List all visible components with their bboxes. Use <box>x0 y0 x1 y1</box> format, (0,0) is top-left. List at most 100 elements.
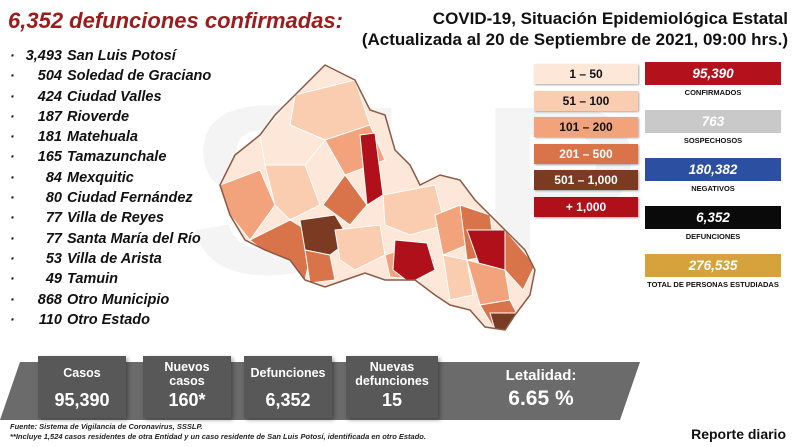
municipality-name: Mexquitic <box>67 169 134 186</box>
death-row: · 868 Otro Municipio <box>10 291 240 312</box>
defunciones-label: Defunciones <box>250 366 326 380</box>
legend-item: 501 – 1,000 <box>534 170 638 190</box>
stat-value: 6,352 <box>645 206 781 229</box>
municipality-name: Tamazunchale <box>67 149 167 166</box>
municipality-name: Tamuin <box>67 271 119 288</box>
nuevas-defunciones-label: Nuevas defunciones <box>355 360 429 388</box>
bullet-icon: · <box>10 67 15 84</box>
nuevas-defunciones-value: 15 <box>381 390 403 410</box>
death-row: · 424 Ciudad Valles <box>10 87 240 109</box>
bullet-icon: · <box>10 128 15 145</box>
stat-value: 276,535 <box>645 254 781 277</box>
report-type-label: Reporte diario <box>691 426 786 442</box>
stat-label: SOSPECHOSOS <box>683 136 743 145</box>
municipality-name: Otro Municipio <box>67 291 170 308</box>
casos-label: Casos <box>63 366 101 380</box>
bullet-icon: · <box>10 249 15 266</box>
headline: 6,352 defunciones confirmadas: <box>8 8 343 33</box>
death-row: · 187 Rioverde <box>10 107 240 129</box>
death-count: 77 <box>45 210 62 227</box>
death-row: · 77 Santa María del Río <box>10 229 240 251</box>
legend-item: 51 – 100 <box>534 90 638 111</box>
stat-item: 95,390 CONFIRMADOS <box>645 62 781 110</box>
death-count: 187 <box>37 108 62 125</box>
letalidad-label: Letalidad: <box>505 367 577 384</box>
defunciones-value: 6,352 <box>265 390 311 410</box>
stat-label: DEFUNCIONES <box>685 232 741 241</box>
bullet-icon: · <box>10 229 15 246</box>
bullet-icon: · <box>10 107 15 124</box>
municipality-name: Santa María del Río <box>67 230 201 247</box>
death-row: · 77 Villa de Reyes <box>10 209 240 230</box>
deaths-list: · 3,493 San Luis Potosí · 504 Soledad de Grac… <box>10 47 240 332</box>
legend-item: + 1,000 <box>534 196 638 217</box>
municipality-name: Soledad de Graciano <box>67 68 212 85</box>
casos-value: 95,390 <box>54 390 110 410</box>
death-count: 424 <box>37 88 62 105</box>
death-count: 3,493 <box>25 48 62 64</box>
stat-item: 6,352 DEFUNCIONES <box>645 206 781 254</box>
nuevos-casos-value: 160* <box>168 390 206 410</box>
municipality-name: Ciudad Fernández <box>67 190 193 207</box>
stat-item: 276,535 TOTAL DE PERSONAS ESTUDIADAS <box>645 254 781 302</box>
casos-card: Casos 95,390 <box>38 356 126 418</box>
death-row: · 504 Soledad de Graciano <box>10 67 240 88</box>
stat-value: 180,382 <box>645 158 781 181</box>
death-row: · 53 Villa de Arista <box>10 249 240 271</box>
bullet-icon: · <box>10 310 15 327</box>
bullet-icon: · <box>10 168 15 185</box>
stat-label: CONFIRMADOS <box>684 88 742 97</box>
nuevos-casos-label: Nuevos casos <box>164 360 210 388</box>
bullet-icon: · <box>10 209 15 226</box>
footnotes: Fuente: Sistema de Vigilancia de Coronav… <box>10 422 426 442</box>
stat-label: TOTAL DE PERSONAS ESTUDIADAS <box>647 280 779 289</box>
bullet-icon: · <box>10 87 15 104</box>
death-count: 181 <box>37 129 62 146</box>
report-title: COVID-19, Situación Epidemiológica Estat… <box>362 8 788 50</box>
stat-label: NEGATIVOS <box>691 184 735 193</box>
death-row: · 84 Mexquitic <box>10 168 240 190</box>
bullet-icon: · <box>10 148 15 165</box>
death-row: · 165 Tamazunchale <box>10 148 240 169</box>
municipality-name: Ciudad Valles <box>67 88 162 105</box>
death-row: · 49 Tamuin <box>10 270 240 291</box>
stat-item: 763 SOSPECHOSOS <box>645 110 781 158</box>
bullet-icon: · <box>10 270 15 287</box>
residence-note: **Incluye 1,524 casos residentes de otra… <box>10 432 426 441</box>
legend-item: 1 – 50 <box>534 64 638 84</box>
municipality-name: Matehuala <box>67 129 138 146</box>
defunciones-card: Defunciones 6,352 <box>244 356 332 418</box>
municipality-name: Otro Estado <box>67 311 150 328</box>
death-row: · 181 Matehuala <box>10 128 240 149</box>
legend-item: 201 – 500 <box>534 143 638 164</box>
municipality-name: Rioverde <box>67 108 130 125</box>
map-legend: 1 – 50 51 – 100 101 – 200 201 – 500 501 – 1,… <box>534 64 638 223</box>
municipality-name: Villa de Reyes <box>67 210 164 227</box>
map-regions <box>220 65 535 330</box>
nuevos-casos-card: Nuevos casos 160* <box>143 356 231 418</box>
death-row: · 80 Ciudad Fernández <box>10 189 240 210</box>
letalidad-block: Letalidad: 6.65 % <box>462 362 620 420</box>
stat-item: 180,382 NEGATIVOS <box>645 158 781 206</box>
death-count: 868 <box>37 291 62 308</box>
bullet-icon: · <box>10 189 15 206</box>
death-row: · 110 Otro Estado <box>10 310 240 332</box>
death-count: 110 <box>38 311 62 328</box>
death-count: 53 <box>45 250 62 267</box>
death-count: 84 <box>45 169 62 186</box>
nuevas-defunciones-card: Nuevas defunciones 15 <box>346 356 438 418</box>
state-map <box>219 64 536 331</box>
death-count: 80 <box>45 190 62 207</box>
death-count: 77 <box>45 230 62 247</box>
stat-value: 763 <box>645 110 781 133</box>
title-line-1: COVID-19, Situación Epidemiológica Estat… <box>432 9 788 28</box>
death-count: 504 <box>37 68 62 85</box>
municipality-name: Villa de Arista <box>67 250 162 267</box>
municipality-name: San Luis Potosí <box>67 48 176 64</box>
legend-item: 101 – 200 <box>534 117 638 137</box>
death-row: · 3,493 San Luis Potosí <box>10 47 240 68</box>
title-line-2: (Actualizada al 20 de Septiembre de 2021… <box>361 30 788 49</box>
bullet-icon: · <box>10 47 15 63</box>
death-count: 165 <box>37 149 62 166</box>
letalidad-value: 6.65 % <box>508 387 574 410</box>
